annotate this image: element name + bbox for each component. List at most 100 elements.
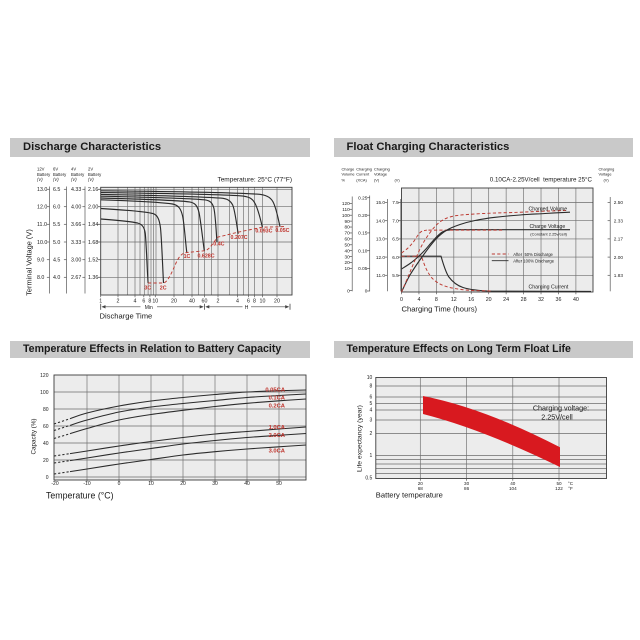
svg-text:20: 20	[274, 299, 280, 305]
svg-text:0.10CA-2.25V/cell temperature: 0.10CA-2.25V/cell temperature 25°C	[490, 177, 593, 184]
svg-text:5.0: 5.0	[53, 240, 60, 246]
svg-text:24: 24	[503, 297, 509, 303]
svg-text:2V: 2V	[88, 167, 93, 172]
svg-text:2.25V/cell: 2.25V/cell	[541, 413, 573, 422]
svg-text:1.83: 1.83	[614, 273, 624, 278]
svg-text:80: 80	[344, 225, 350, 230]
svg-text:0.2CA: 0.2CA	[269, 403, 286, 409]
svg-text:2C: 2C	[160, 286, 167, 292]
svg-text:1.84: 1.84	[88, 222, 98, 228]
svg-text:60: 60	[43, 424, 49, 430]
svg-text:(XCA): (XCA)	[356, 177, 367, 182]
svg-text:2: 2	[217, 299, 220, 305]
svg-text:Battery: Battery	[53, 172, 67, 177]
svg-text:12V: 12V	[37, 167, 45, 172]
svg-text:0.05: 0.05	[358, 266, 368, 271]
svg-text:0.5: 0.5	[365, 476, 372, 482]
svg-text:0.207C: 0.207C	[231, 235, 248, 241]
svg-text:Volume: Volume	[342, 172, 355, 177]
svg-text:1: 1	[370, 453, 373, 459]
svg-text:13.0: 13.0	[376, 237, 386, 242]
svg-text:3.0CA: 3.0CA	[269, 448, 286, 454]
svg-text:10: 10	[344, 266, 350, 271]
svg-text:Charge Voltage: Charge Voltage	[530, 224, 566, 230]
svg-text:40: 40	[189, 299, 195, 305]
svg-text:8: 8	[148, 299, 151, 305]
svg-text:20: 20	[171, 299, 177, 305]
svg-text:(V): (V)	[71, 177, 77, 182]
svg-text:0.25: 0.25	[358, 195, 368, 200]
svg-text:100: 100	[40, 390, 49, 396]
svg-text:3C: 3C	[144, 286, 151, 292]
svg-text:6: 6	[247, 299, 250, 305]
svg-text:Charging voltage:: Charging voltage:	[533, 404, 589, 413]
svg-text:0.20: 0.20	[358, 213, 368, 218]
svg-text:4: 4	[417, 297, 420, 303]
svg-text:122: 122	[555, 486, 563, 491]
svg-text:Battery: Battery	[88, 172, 102, 177]
svg-text:2.0CA: 2.0CA	[269, 433, 286, 439]
svg-text:3.33: 3.33	[71, 240, 81, 246]
svg-text:After 50% Discharge: After 50% Discharge	[513, 252, 553, 257]
svg-text:Charging: Charging	[599, 167, 615, 172]
svg-text:(V): (V)	[395, 177, 401, 182]
svg-text:1.68: 1.68	[88, 240, 98, 246]
svg-text:1C: 1C	[184, 254, 191, 260]
svg-text:Min: Min	[145, 305, 153, 311]
svg-text:6.5: 6.5	[53, 187, 60, 193]
svg-text:Temperature: 25°C (77°F): Temperature: 25°C (77°F)	[217, 176, 292, 184]
svg-text:Battery: Battery	[71, 172, 85, 177]
svg-text:28: 28	[521, 297, 527, 303]
svg-text:2.17: 2.17	[614, 237, 624, 242]
svg-text:%: %	[342, 177, 346, 182]
svg-text:6: 6	[142, 299, 145, 305]
svg-text:10: 10	[152, 299, 158, 305]
svg-text:5.5: 5.5	[392, 273, 399, 278]
svg-text:-20: -20	[51, 481, 58, 487]
svg-text:6V: 6V	[53, 167, 58, 172]
svg-text:40: 40	[43, 441, 49, 447]
svg-text:3.66: 3.66	[71, 222, 81, 228]
svg-text:1.52: 1.52	[88, 258, 98, 264]
svg-text:1.0CA: 1.0CA	[269, 425, 286, 431]
svg-text:8: 8	[435, 297, 438, 303]
svg-text:2: 2	[370, 431, 373, 437]
svg-text:1: 1	[99, 299, 102, 305]
svg-text:0.05CA: 0.05CA	[265, 387, 285, 393]
svg-text:11.0: 11.0	[376, 273, 385, 278]
svg-text:10: 10	[367, 375, 373, 381]
svg-text:4V: 4V	[71, 167, 76, 172]
svg-text:After 100% Discharge: After 100% Discharge	[513, 259, 554, 264]
svg-text:15.0: 15.0	[376, 200, 386, 205]
svg-text:2.00: 2.00	[614, 255, 624, 260]
svg-text:30: 30	[212, 481, 218, 487]
svg-text:5: 5	[370, 401, 373, 407]
svg-text:Charging: Charging	[374, 167, 390, 172]
svg-text:8.0: 8.0	[37, 275, 44, 281]
svg-text:2.33: 2.33	[614, 218, 624, 223]
svg-text:3: 3	[370, 418, 373, 424]
svg-text:20: 20	[418, 481, 424, 486]
svg-text:50: 50	[276, 481, 282, 487]
svg-text:H: H	[245, 305, 249, 311]
svg-text:Charged Volume: Charged Volume	[529, 206, 568, 212]
svg-text:(V): (V)	[374, 177, 380, 182]
svg-text:4.0: 4.0	[53, 275, 60, 281]
svg-text:0.093C: 0.093C	[255, 228, 272, 234]
svg-text:12.0: 12.0	[37, 205, 47, 211]
svg-text:60: 60	[344, 237, 350, 242]
svg-text:40: 40	[573, 297, 579, 303]
svg-text:40: 40	[244, 481, 250, 487]
svg-text:80: 80	[43, 407, 49, 413]
svg-text:4: 4	[370, 408, 373, 414]
svg-text:Battery: Battery	[37, 172, 51, 177]
svg-text:Temperature (°C): Temperature (°C)	[46, 491, 114, 501]
svg-text:120: 120	[342, 201, 350, 206]
svg-text:68: 68	[418, 486, 424, 491]
svg-text:50: 50	[556, 481, 562, 486]
svg-text:(V): (V)	[53, 177, 59, 182]
svg-text:7.0: 7.0	[392, 218, 399, 223]
svg-text:16: 16	[468, 297, 474, 303]
svg-text:110: 110	[342, 207, 350, 212]
svg-text:°F: °F	[568, 486, 573, 491]
